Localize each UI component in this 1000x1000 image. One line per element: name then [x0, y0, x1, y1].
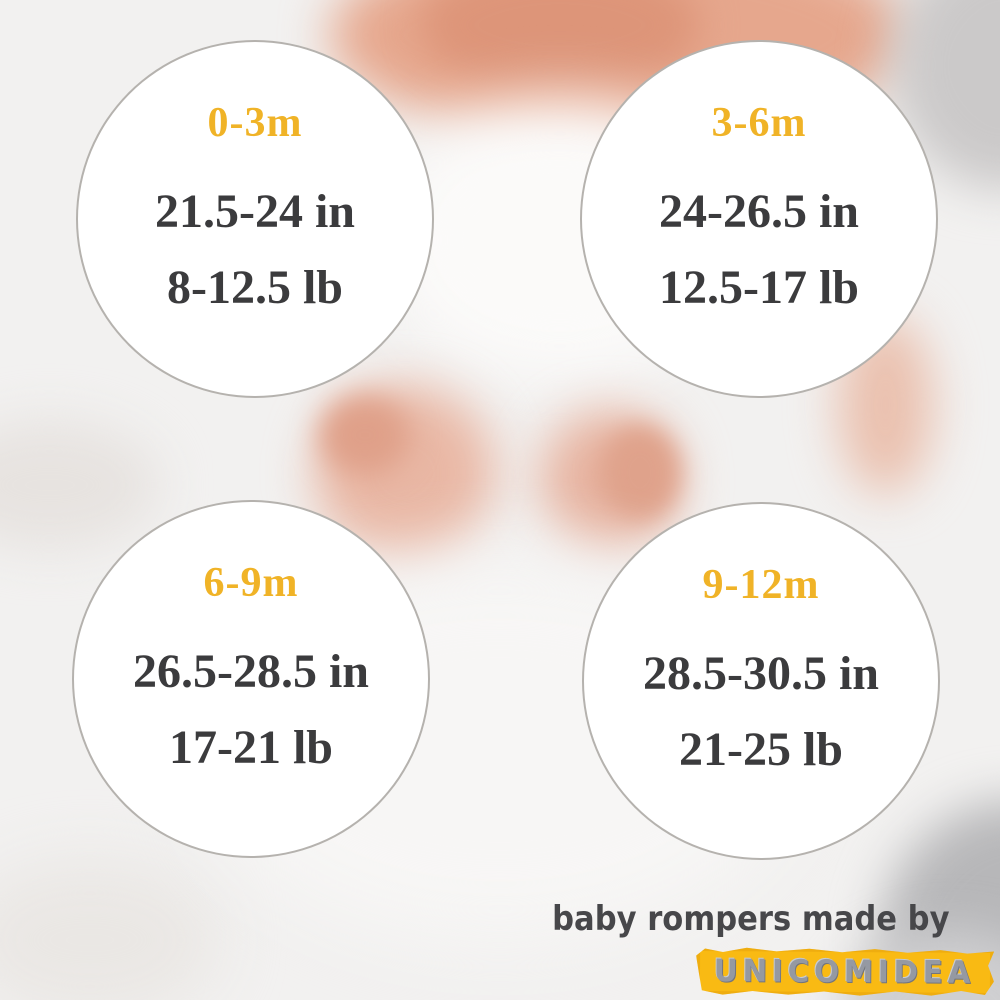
- weight-range: 17-21 lb: [168, 721, 333, 774]
- age-range-label: 0-3m: [207, 100, 303, 146]
- blur-blob-beige-bottom-left: [0, 860, 220, 1000]
- length-range: 24-26.5 in: [658, 185, 859, 238]
- blur-blob-baby-toes-right: [600, 425, 680, 520]
- brand-logo: UNICOMIDEA: [696, 947, 994, 997]
- weight-range: 21-25 lb: [678, 723, 843, 776]
- brand-name: UNICOMIDEA: [714, 953, 976, 991]
- length-range: 21.5-24 in: [154, 185, 355, 238]
- size-card-3-6m: 3-6m 24-26.5 in 12.5-17 lb: [580, 40, 938, 398]
- made-by-caption: baby rompers made by: [552, 899, 950, 939]
- blur-blob-baby-toes-left: [320, 395, 410, 475]
- length-range: 28.5-30.5 in: [642, 647, 879, 700]
- blur-blob-beige-left: [0, 420, 160, 550]
- age-range-label: 9-12m: [702, 562, 820, 608]
- age-range-label: 3-6m: [711, 100, 807, 146]
- size-card-6-9m: 6-9m 26.5-28.5 in 17-21 lb: [72, 500, 430, 858]
- size-card-9-12m: 9-12m 28.5-30.5 in 21-25 lb: [582, 502, 940, 860]
- weight-range: 8-12.5 lb: [166, 261, 343, 314]
- age-range-label: 6-9m: [203, 560, 299, 606]
- length-range: 26.5-28.5 in: [132, 645, 369, 698]
- weight-range: 12.5-17 lb: [658, 261, 859, 314]
- size-card-0-3m: 0-3m 21.5-24 in 8-12.5 lb: [76, 40, 434, 398]
